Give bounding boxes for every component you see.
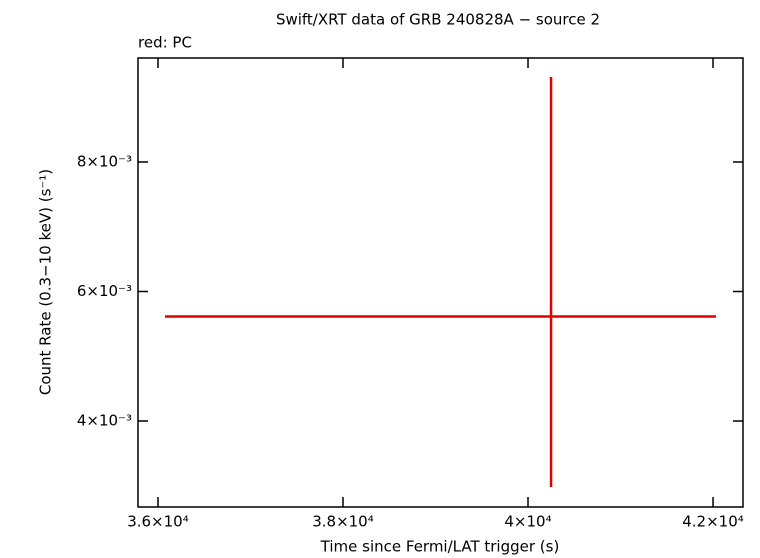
x-tick-label: 3.8×10⁴ bbox=[312, 513, 374, 531]
y-tick-label: 8×10⁻³ bbox=[77, 152, 132, 170]
x-tick-label: 3.6×10⁴ bbox=[127, 513, 189, 531]
plot-frame bbox=[137, 57, 744, 508]
x-tick-label: 4.2×10⁴ bbox=[682, 513, 744, 531]
x-axis-label: Time since Fermi/LAT trigger (s) bbox=[320, 538, 560, 556]
legend-label: red: PC bbox=[138, 34, 192, 52]
y-axis-label: Count Rate (0.3−10 keV) (s⁻¹) bbox=[37, 169, 55, 395]
y-tick-label: 6×10⁻³ bbox=[77, 282, 132, 300]
x-tick-label: 4×10⁴ bbox=[504, 513, 551, 531]
y-tick-label: 4×10⁻³ bbox=[77, 412, 132, 430]
chart-title: Swift/XRT data of GRB 240828A − source 2 bbox=[276, 11, 600, 29]
